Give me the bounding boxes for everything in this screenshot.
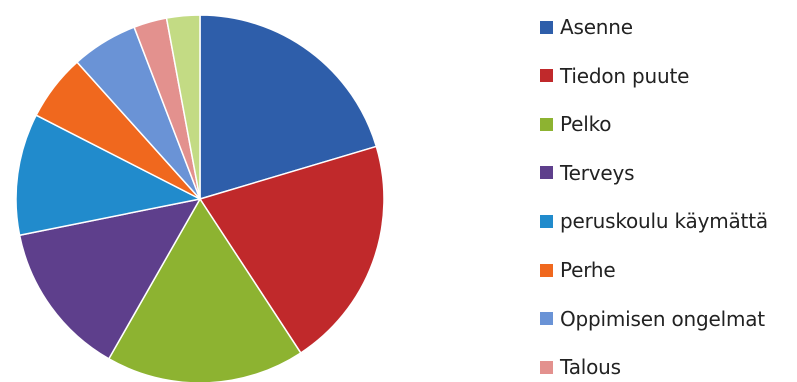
legend-swatch xyxy=(540,214,553,228)
pie-slice-terveys xyxy=(18,198,201,360)
legend-swatch xyxy=(540,263,553,277)
legend-item: Oppimisen ongelmat xyxy=(540,306,765,332)
pie-slice-tiedon-puute xyxy=(199,145,385,354)
legend-swatch xyxy=(540,166,553,180)
legend-item: Talous xyxy=(540,354,621,380)
legend-item: peruskoulu käymättä xyxy=(540,208,768,234)
pie-slice-peruskoulu-käymättä xyxy=(15,114,201,236)
legend-label: Talous xyxy=(560,355,621,380)
legend-swatch xyxy=(540,117,553,131)
legend-label: Pelko xyxy=(560,112,612,137)
legend-item: Pelko xyxy=(540,111,612,137)
pie-plot-area xyxy=(15,14,385,382)
legend-swatch xyxy=(540,69,553,83)
legend-swatch xyxy=(540,312,553,326)
legend: Asenne Tiedon puute Pelko Terveys peruskoulu… xyxy=(540,14,797,382)
pie-slice-pelko xyxy=(108,198,302,382)
legend-label: Perhe xyxy=(560,258,616,282)
legend-swatch xyxy=(540,20,553,34)
legend-label: peruskoulu käymättä xyxy=(560,209,768,234)
legend-label: Asenne xyxy=(560,15,633,39)
legend-label: Oppimisen ongelmat xyxy=(560,306,765,331)
legend-item: Tiedon puute xyxy=(540,63,689,89)
legend-item: Asenne xyxy=(540,14,633,40)
legend-item: Perhe xyxy=(540,257,616,283)
legend-label: Terveys xyxy=(560,160,635,185)
legend-label: Tiedon puute xyxy=(560,63,690,88)
pie-slice-asenne xyxy=(199,14,378,200)
legend-item: Terveys xyxy=(540,160,635,186)
pie-slice-unlabeled xyxy=(165,14,201,200)
legend-swatch xyxy=(540,360,553,374)
